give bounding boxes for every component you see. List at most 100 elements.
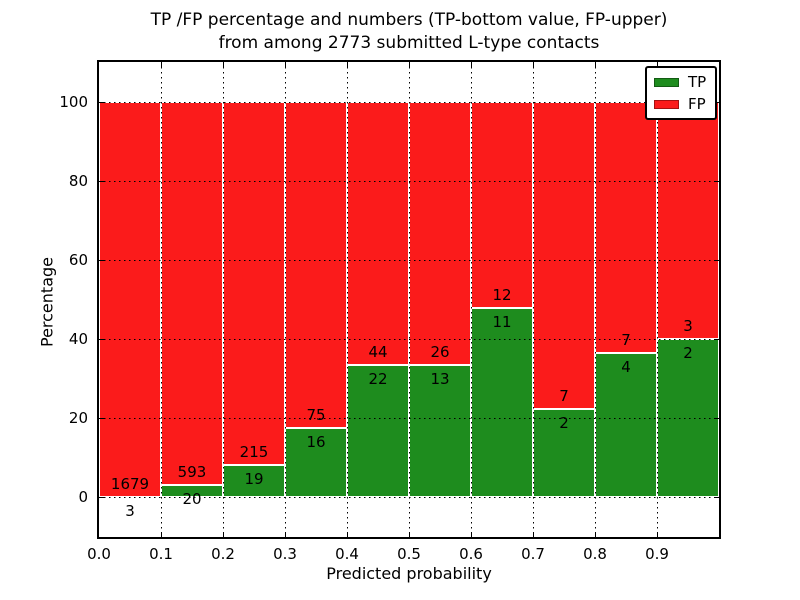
chart-title-line1: TP /FP percentage and numbers (TP-bottom… — [150, 10, 668, 30]
bar-label-tp: 3 — [125, 501, 135, 520]
y-tick-label: 80 — [68, 171, 88, 190]
bar-label-tp: 13 — [430, 370, 450, 389]
gridline-vertical — [657, 62, 658, 537]
gridline-vertical — [471, 62, 472, 537]
y-tick-label: 60 — [68, 250, 88, 269]
x-axis-label: Predicted probability — [326, 564, 492, 583]
plot-inner: 1679 3 593 20 215 19 75 16 44 22 26 13 12 11 7 2 7 4 3 2 — [99, 62, 719, 537]
x-tick-label: 0.6 — [459, 545, 483, 563]
y-tick-mark — [99, 101, 104, 103]
bar-label-fp: 12 — [492, 286, 512, 305]
bar-label-tp: 2 — [559, 414, 569, 433]
y-tick-mark — [99, 259, 104, 261]
y-tick-mark — [714, 418, 719, 420]
x-tick-label: 0.0 — [87, 545, 111, 563]
bar-label-fp: 75 — [306, 405, 326, 424]
x-tick-mark — [595, 532, 596, 537]
x-tick-mark — [595, 62, 596, 67]
bar-label-fp: 1679 — [110, 474, 150, 493]
gridline-vertical — [161, 62, 162, 537]
gridline-vertical — [595, 62, 596, 537]
bar-label-tp: 4 — [621, 358, 631, 377]
bar-segment-fp — [533, 101, 595, 410]
gridline-vertical — [409, 62, 410, 537]
y-tick-label: 100 — [59, 92, 88, 111]
x-tick-label: 0.8 — [583, 545, 607, 563]
y-tick-mark — [714, 339, 719, 341]
bar-segment-fp — [657, 101, 719, 340]
y-tick-mark — [99, 339, 104, 341]
bar-label-fp: 26 — [430, 343, 450, 362]
bar-label-fp: 593 — [177, 462, 207, 481]
x-tick-mark — [161, 62, 162, 67]
plot-area: 1679 3 593 20 215 19 75 16 44 22 26 13 12 11 7 2 7 4 3 2 — [97, 60, 721, 539]
gridline-vertical — [223, 62, 224, 537]
bar-label-tp: 16 — [306, 432, 326, 451]
y-tick-label: 20 — [68, 409, 88, 428]
bar-segment-fp — [409, 101, 471, 366]
bar-segment-fp — [471, 101, 533, 309]
x-tick-mark — [285, 532, 286, 537]
x-tick-label: 0.9 — [645, 545, 669, 563]
bar-label-tp: 2 — [683, 344, 693, 363]
bar-label-fp: 215 — [239, 443, 269, 462]
gridline-vertical — [285, 62, 286, 537]
x-tick-mark — [471, 532, 472, 537]
x-tick-mark — [347, 62, 348, 67]
x-tick-mark — [533, 532, 534, 537]
y-tick-label: 0 — [78, 488, 88, 507]
bar-segment-fp — [223, 101, 285, 466]
y-tick-mark — [99, 497, 104, 499]
bar-segment-fp — [161, 101, 223, 485]
x-tick-label: 0.1 — [149, 545, 173, 563]
x-tick-mark — [223, 62, 224, 67]
bar-label-tp: 20 — [182, 489, 202, 508]
bar-segment-tp — [471, 308, 533, 498]
legend-label-tp: TP — [688, 73, 707, 91]
x-tick-mark — [657, 532, 658, 537]
x-tick-mark — [409, 532, 410, 537]
x-tick-label: 0.2 — [211, 545, 235, 563]
legend: TP FP — [645, 66, 718, 120]
legend-label-fp: FP — [688, 95, 706, 113]
legend-entry-tp: TP — [654, 74, 706, 90]
bar-segment-tp — [223, 465, 285, 498]
bar-segment-fp — [99, 101, 161, 497]
x-tick-mark — [471, 62, 472, 67]
x-tick-mark — [223, 532, 224, 537]
legend-entry-fp: FP — [654, 96, 706, 112]
y-tick-mark — [99, 180, 104, 182]
tp-legend-swatch-icon — [654, 77, 679, 87]
gridline-vertical — [533, 62, 534, 537]
x-tick-mark — [409, 62, 410, 67]
bar-label-tp: 22 — [368, 370, 388, 389]
gridline-vertical — [347, 62, 348, 537]
x-tick-label: 0.3 — [273, 545, 297, 563]
bar-label-fp: 3 — [683, 317, 693, 336]
fp-legend-swatch-icon — [654, 99, 679, 109]
y-axis-label: Percentage — [37, 256, 57, 348]
bar-segment-fp — [595, 101, 657, 354]
y-tick-mark — [99, 418, 104, 420]
bar-label-fp: 7 — [621, 331, 631, 350]
bar-segment-fp — [285, 101, 347, 428]
bar-label-tp: 19 — [244, 470, 264, 489]
x-tick-mark — [657, 62, 658, 67]
bar-label-fp: 44 — [368, 343, 388, 362]
y-tick-mark — [714, 259, 719, 261]
bar-label-fp: 7 — [559, 387, 569, 406]
chart-title: TP /FP percentage and numbers (TP-bottom… — [97, 9, 721, 55]
x-tick-label: 0.7 — [521, 545, 545, 563]
chart-title-line2: from among 2773 submitted L-type contact… — [218, 33, 600, 53]
x-tick-mark — [347, 532, 348, 537]
y-tick-mark — [714, 180, 719, 182]
x-tick-mark — [533, 62, 534, 67]
bar-segment-tp — [285, 427, 347, 498]
x-tick-mark — [161, 532, 162, 537]
bar-segment-fp — [347, 101, 409, 366]
x-tick-label: 0.4 — [335, 545, 359, 563]
x-tick-mark — [285, 62, 286, 67]
y-tick-label: 40 — [68, 330, 88, 349]
y-tick-mark — [714, 497, 719, 499]
